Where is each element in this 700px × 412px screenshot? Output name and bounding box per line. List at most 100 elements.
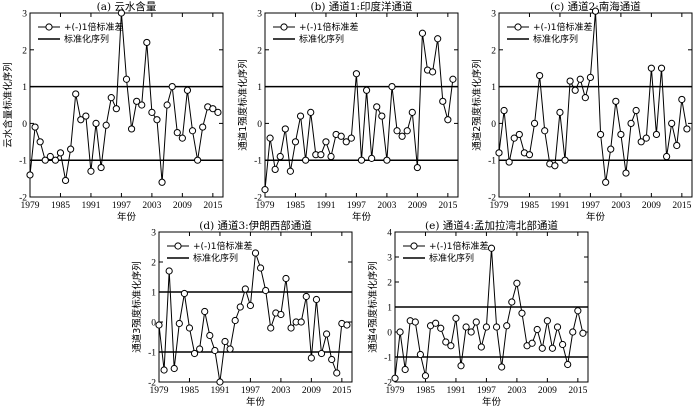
y-tick-label: 0 — [387, 329, 392, 339]
y-tick-label: -2 — [488, 194, 496, 204]
x-tick-label: 1979 — [256, 201, 275, 211]
data-point — [434, 35, 442, 43]
series-line — [394, 248, 584, 379]
data-point — [241, 285, 249, 293]
data-point — [622, 169, 630, 177]
data-point — [541, 127, 549, 135]
data-point — [403, 127, 411, 135]
y-tick-label: 0 — [22, 120, 27, 130]
data-point — [538, 344, 546, 352]
data-point — [548, 344, 557, 352]
x-tick-label: 2003 — [142, 201, 161, 211]
x-tick-label: 2003 — [377, 201, 396, 211]
data-point — [418, 29, 427, 37]
data-point — [266, 134, 274, 142]
legend-label: 标准化序列 — [533, 33, 578, 45]
data-point — [652, 130, 661, 139]
y-axis-label: 通道1强度标准化序列 — [237, 59, 249, 151]
panel-title: (d) 通道3:伊朗西部通道 — [199, 219, 312, 232]
data-point — [632, 106, 640, 115]
data-point — [261, 186, 269, 194]
data-point — [347, 134, 355, 142]
x-tick-label: 2009 — [408, 201, 427, 211]
data-point — [216, 378, 224, 386]
data-point — [492, 323, 501, 331]
data-point — [211, 346, 219, 355]
legend-marker — [410, 242, 418, 250]
y-tick-label: 0 — [257, 120, 262, 130]
data-point — [642, 134, 650, 142]
data-point — [312, 295, 321, 304]
x-tick-label: 2015 — [332, 386, 351, 396]
data-point — [551, 162, 559, 170]
x-tick-label: 2015 — [672, 201, 691, 211]
data-point — [221, 337, 229, 346]
data-point — [586, 73, 595, 82]
x-tick-label: 2015 — [438, 201, 457, 211]
data-point — [236, 303, 244, 311]
data-point — [462, 323, 470, 331]
y-tick-label: 1 — [387, 304, 392, 314]
data-point — [482, 323, 491, 331]
data-point — [536, 71, 544, 80]
data-point — [327, 152, 335, 161]
x-axis-label: 年份 — [246, 396, 266, 408]
y-tick-label: -1 — [148, 349, 156, 359]
data-point — [429, 68, 437, 76]
data-point — [533, 325, 541, 334]
data-point — [518, 309, 526, 317]
data-point — [112, 105, 120, 113]
data-point — [472, 318, 480, 326]
x-axis-label: 年份 — [482, 396, 502, 408]
data-point — [442, 338, 450, 346]
x-tick-label: 1991 — [81, 201, 100, 211]
data-point — [122, 75, 131, 83]
data-point — [178, 134, 186, 142]
data-point — [158, 178, 166, 186]
data-point — [449, 75, 457, 83]
data-point — [317, 151, 325, 159]
y-tick-label: 1 — [151, 289, 156, 299]
y-tick-label: 2 — [491, 46, 496, 56]
data-point — [231, 316, 239, 325]
data-point — [398, 132, 406, 140]
data-point — [36, 138, 44, 146]
data-point — [515, 130, 523, 139]
data-point — [291, 138, 300, 146]
y-tick-label: 2 — [387, 279, 392, 289]
data-point — [574, 307, 582, 315]
data-point — [617, 130, 625, 139]
x-tick-label: 1997 — [581, 201, 600, 211]
data-point — [26, 171, 34, 179]
data-point — [457, 362, 465, 370]
data-point — [510, 134, 518, 142]
panel-title: (e) 通道4:孟加拉湾北部通道 — [425, 219, 558, 232]
data-point — [82, 112, 90, 120]
y-tick-label: -2 — [384, 379, 392, 389]
data-point — [543, 317, 551, 325]
y-axis-label: 云水含量标准化序列 — [2, 62, 14, 148]
y-axis-label: 通道3强度标准化序列 — [131, 261, 143, 353]
data-point — [337, 132, 345, 140]
data-point — [383, 156, 391, 164]
data-point — [503, 322, 511, 330]
data-point — [528, 339, 536, 347]
x-tick-label: 1979 — [21, 201, 40, 211]
data-point — [251, 249, 260, 257]
data-point — [508, 298, 516, 306]
data-point — [576, 75, 584, 83]
data-point — [559, 340, 567, 349]
data-point — [596, 130, 605, 139]
data-point — [322, 138, 330, 146]
data-point — [333, 369, 341, 377]
data-point — [647, 64, 655, 72]
plot-frame — [29, 12, 224, 198]
panel-title: (c) 通道2:南海通道 — [550, 0, 641, 13]
data-point — [607, 145, 615, 153]
data-point — [342, 138, 350, 146]
data-point — [201, 307, 209, 316]
x-tick-label: 1991 — [446, 386, 465, 396]
data-point — [102, 121, 110, 129]
data-point — [439, 97, 447, 105]
